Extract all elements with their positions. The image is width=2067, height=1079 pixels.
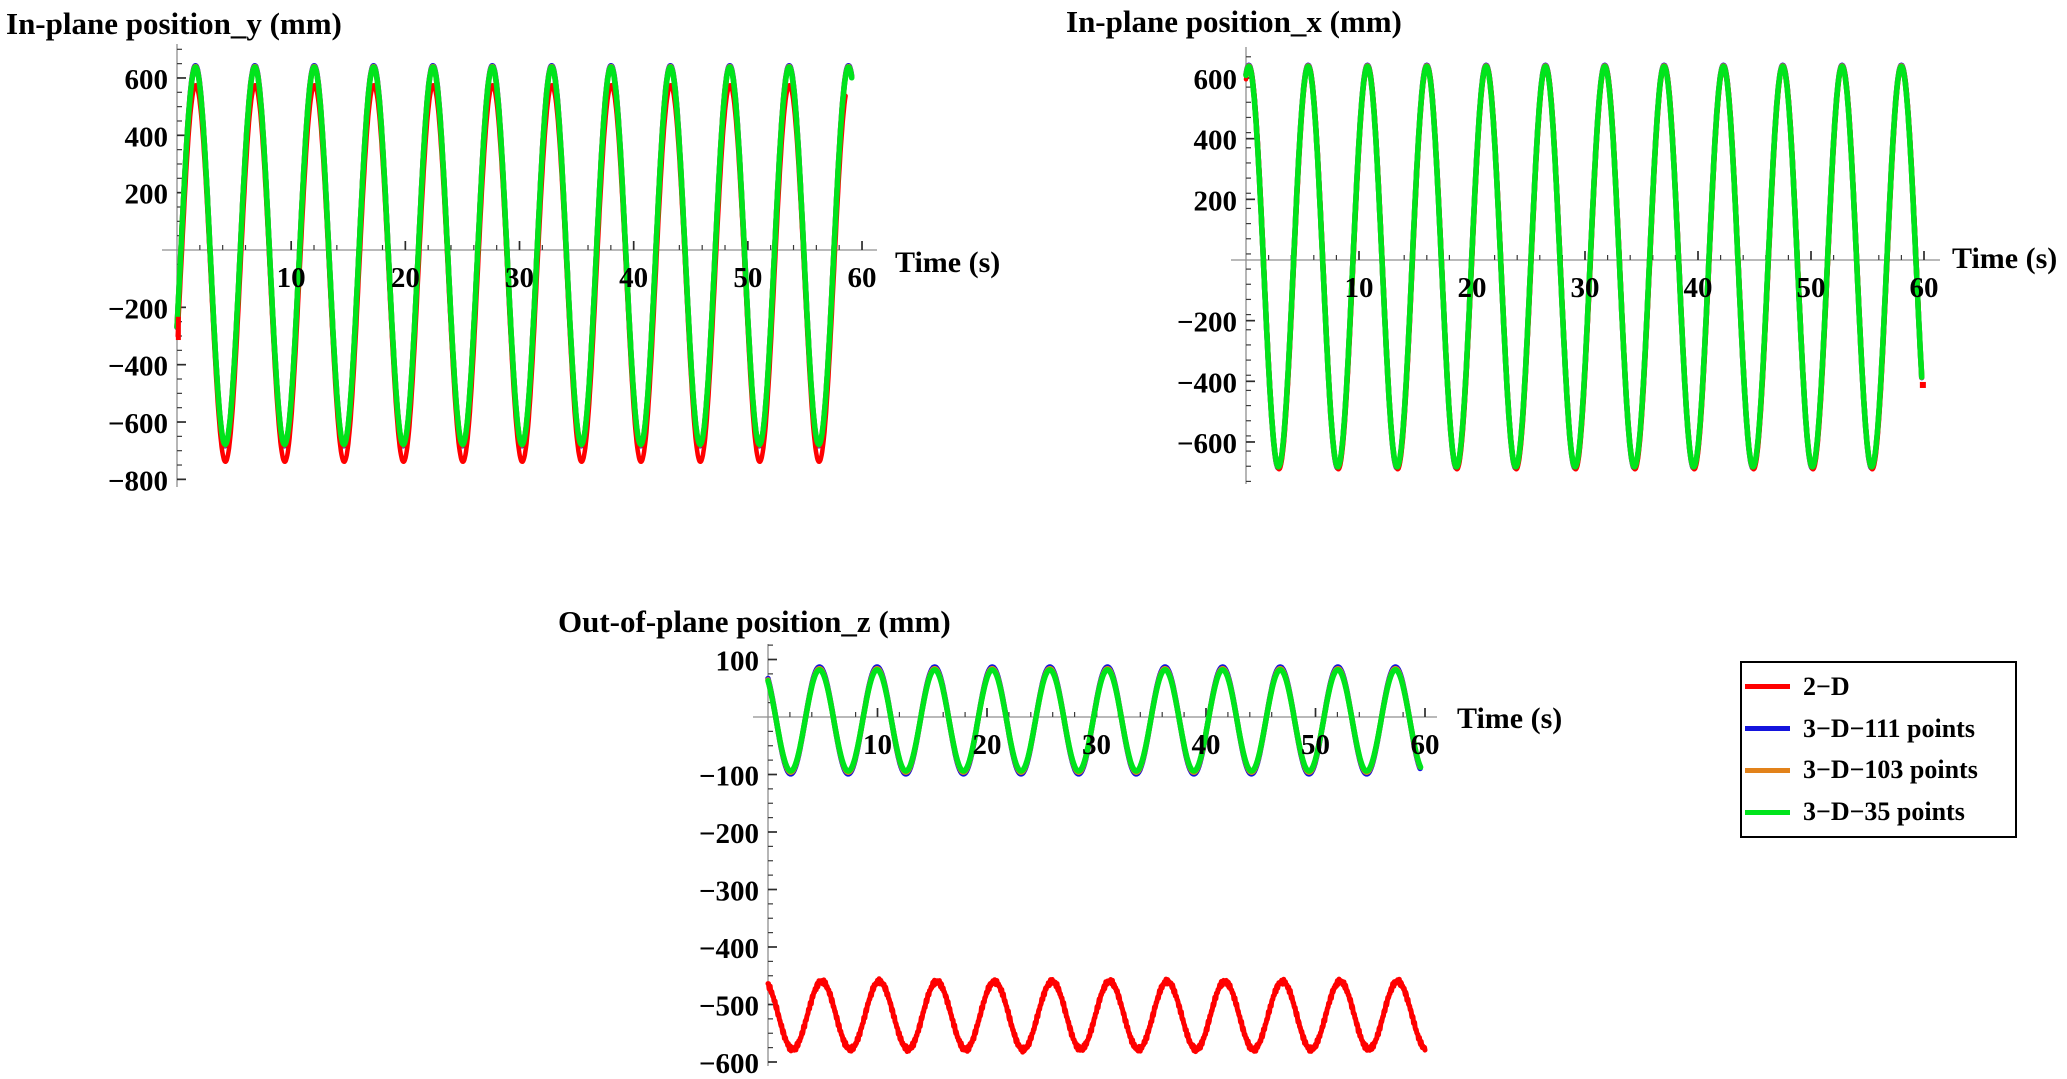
in-plane-position-x-x-tick-label: 50 (1797, 272, 1826, 304)
out-of-plane-position-z-y-tick-label: −300 (699, 876, 759, 908)
legend-item-3d-103: 3−D−103 points (1745, 755, 2015, 785)
in-plane-position-y-x-tick-label: 20 (391, 262, 420, 294)
legend-line-green (1745, 809, 1790, 815)
in-plane-position-y: 10 20 30 40 50 60 600 400 200 −200 −400 −600 −800 Tim… (108, 44, 1000, 497)
in-plane-position-y-y-tick-label: −800 (108, 465, 168, 497)
out-of-plane-position-z-y-tick-label: −600 (699, 1048, 759, 1079)
out-of-plane-position-z-x-tick-label: 30 (1082, 729, 1111, 761)
in-plane-position-x-y-tick-label: −200 (1177, 307, 1237, 339)
in-plane-position-x-y-tick-label: 600 (1194, 64, 1238, 96)
legend-box: 2−D 3−D−111 points 3−D−103 points 3−D−35… (1740, 661, 2017, 838)
out-of-plane-position-z-y-tick-label: 100 (716, 646, 760, 678)
out-of-plane-position-z-series-2-d (765, 976, 1428, 1055)
out-of-plane-position-z-y-tick-label: −200 (699, 818, 759, 850)
in-plane-position-y-y-tick-label: 400 (125, 121, 169, 153)
out-of-plane-position-z: 10 20 30 40 50 60 100 −100 −200 −300 −400 −500 −600 T… (699, 644, 1562, 1079)
in-plane-position-x-series-3-d-35-points (1243, 63, 1925, 470)
in-plane-position-x-artifact-dot (1919, 381, 1926, 388)
out-of-plane-position-z-x-tick-label: 40 (1192, 729, 1221, 761)
out-of-plane-position-z-x-axis-label: Time (s) (1457, 702, 1562, 735)
out-of-plane-position-z-y-tick-label: −400 (699, 933, 759, 965)
in-plane-position-x-x-tick-label: 10 (1345, 272, 1374, 304)
out-of-plane-position-z-x-tick-label: 10 (863, 729, 892, 761)
in-plane-position-y-x-tick-label: 60 (848, 262, 877, 294)
chart-title-position-y: In-plane position_y (mm) (6, 6, 342, 41)
legend-line-orange (1745, 767, 1790, 773)
in-plane-position-y-y-tick-label: 200 (125, 179, 169, 211)
in-plane-position-y-x-tick-label: 10 (277, 262, 306, 294)
in-plane-position-x-x-tick-label: 40 (1684, 272, 1713, 304)
legend-item-label: 2−D (1803, 671, 1850, 701)
chart-title-position-z: Out-of-plane position_z (mm) (558, 604, 951, 639)
in-plane-position-x-x-tick-label: 60 (1910, 272, 1939, 304)
in-plane-position-y-y-tick-label: −600 (108, 408, 168, 440)
in-plane-position-y-y-tick-label: −200 (108, 293, 168, 325)
out-of-plane-position-z-series-3-d-35-points (765, 667, 1424, 774)
out-of-plane-position-z-x-tick-label: 60 (1411, 729, 1440, 761)
in-plane-position-x-y-tick-label: −400 (1177, 367, 1237, 399)
in-plane-position-y-x-axis-label: Time (s) (895, 246, 1000, 279)
legend-item-label: 3−D−103 points (1803, 755, 1978, 785)
out-of-plane-position-z-x-tick-label: 20 (973, 729, 1002, 761)
chart-title-position-x: In-plane position_x (mm) (1066, 4, 1402, 39)
legend-item-2d: 2−D (1745, 672, 2015, 702)
in-plane-position-y-x-tick-label: 50 (733, 262, 762, 294)
in-plane-position-x-y-tick-label: 200 (1194, 185, 1238, 217)
in-plane-position-y-x-tick-label: 30 (505, 262, 534, 294)
in-plane-position-y-y-tick-label: 600 (125, 64, 169, 96)
in-plane-position-y-y-tick-label: −400 (108, 351, 168, 383)
legend-line-blue (1745, 726, 1790, 732)
legend-item-3d-35: 3−D−35 points (1745, 797, 2015, 827)
in-plane-position-x-y-tick-label: 400 (1194, 125, 1238, 157)
legend-item-3d-111: 3−D−111 points (1745, 714, 2015, 744)
in-plane-position-x-x-tick-label: 30 (1571, 272, 1600, 304)
in-plane-position-x: 10 20 30 40 50 60 600 400 200 −200 −400 −600 Time (s… (1177, 47, 2057, 484)
in-plane-position-y-x-tick-label: 40 (619, 262, 648, 294)
legend-line-red (1745, 684, 1790, 690)
in-plane-position-x-x-axis-label: Time (s) (1952, 242, 2057, 275)
in-plane-position-x-x-tick-label: 20 (1458, 272, 1487, 304)
out-of-plane-position-z-y-tick-label: −500 (699, 991, 759, 1023)
out-of-plane-position-z-x-tick-label: 50 (1301, 729, 1330, 761)
legend-item-label: 3−D−111 points (1803, 713, 1975, 743)
legend-item-label: 3−D−35 points (1803, 797, 1965, 827)
in-plane-position-y-series-3-d-35-points (174, 64, 855, 448)
out-of-plane-position-z-y-tick-label: −100 (699, 761, 759, 793)
in-plane-position-x-y-tick-label: −600 (1177, 428, 1237, 460)
